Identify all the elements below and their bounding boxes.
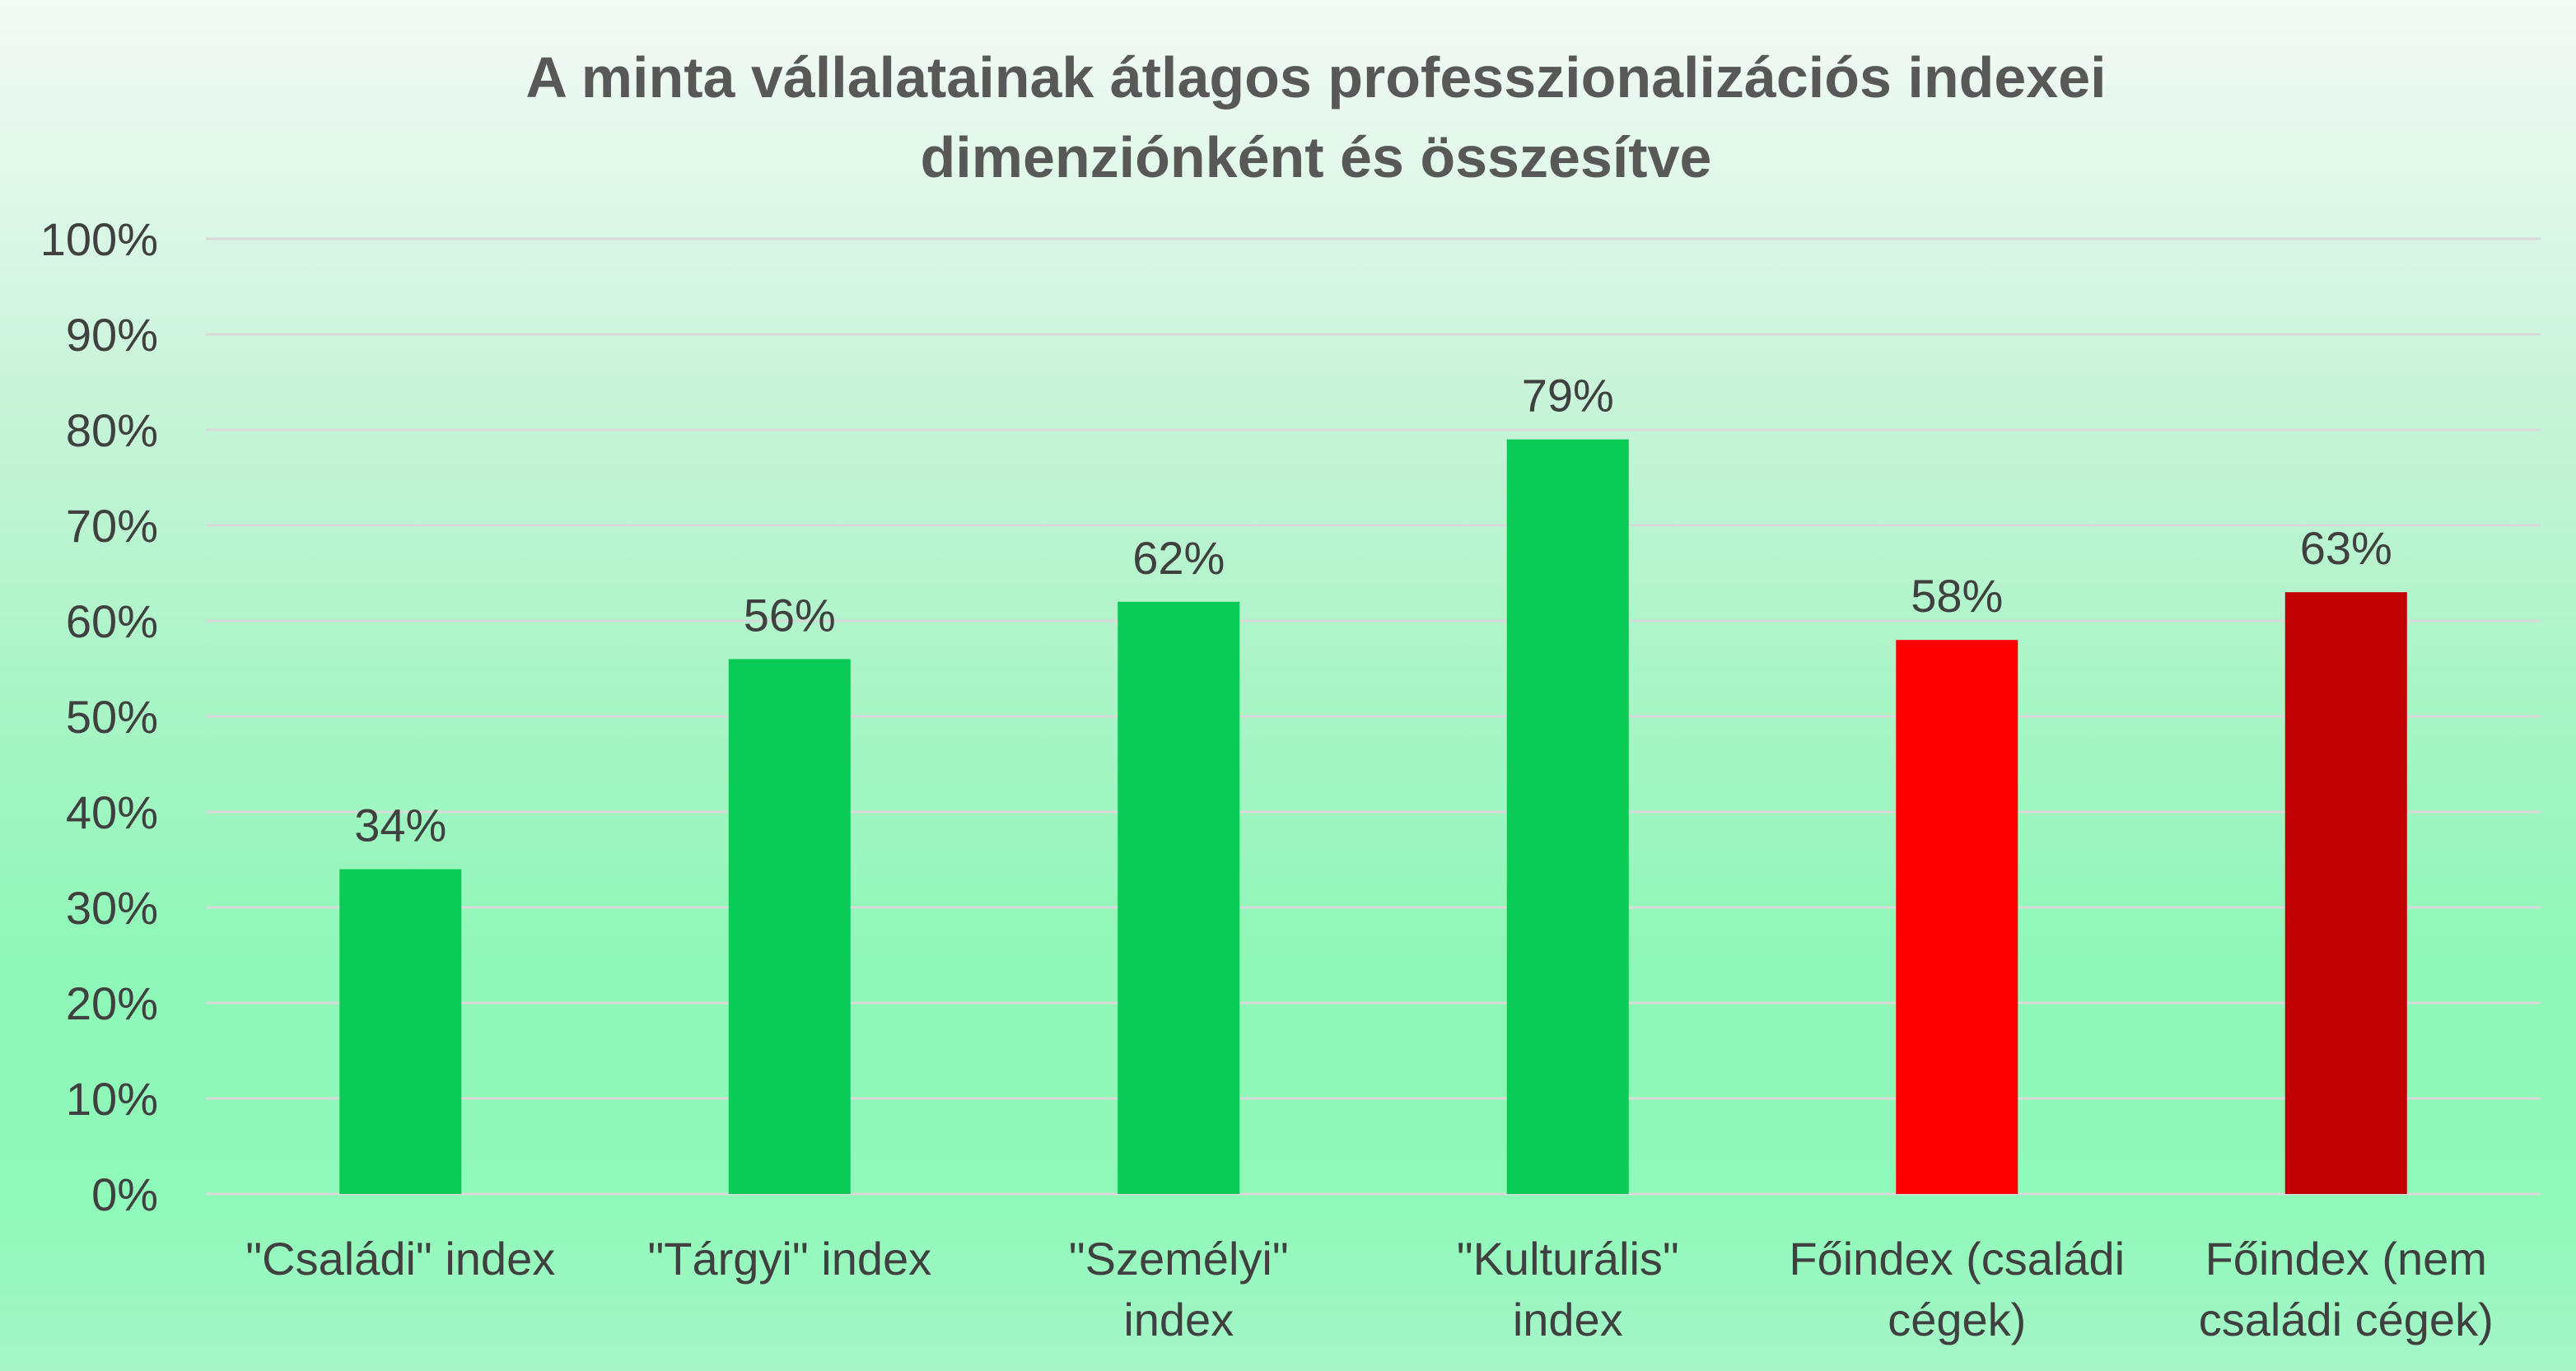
category-label: "Tárgyi" index <box>647 1233 931 1285</box>
bar <box>1118 601 1240 1194</box>
category-label: Főindex (nem <box>2205 1233 2487 1285</box>
bars <box>339 439 2407 1194</box>
chart-title: A minta vállalatainak átlagos professzio… <box>525 45 2106 189</box>
y-axis-tick-labels: 0% 10% 20% 30% 40% 50% 60% 70% 80% 90% 100% <box>40 213 158 1220</box>
y-tick-label: 40% <box>66 786 158 838</box>
bar <box>728 659 851 1194</box>
y-tick-label: 20% <box>66 977 158 1029</box>
y-tick-label: 10% <box>66 1073 158 1125</box>
category-label: index <box>1513 1294 1623 1345</box>
data-label: 58% <box>1911 570 2003 622</box>
category-label: "Családi" index <box>245 1233 555 1285</box>
bar <box>2284 592 2407 1194</box>
y-tick-label: 70% <box>66 500 158 552</box>
category-label: cégek) <box>1888 1294 2026 1345</box>
bar <box>1896 640 2018 1194</box>
data-label: 63% <box>2300 522 2392 574</box>
chart-title-line-2: dimenziónként és összesítve <box>921 125 1712 189</box>
y-tick-label: 50% <box>66 691 158 743</box>
y-tick-label: 60% <box>66 595 158 647</box>
y-tick-label: 30% <box>66 882 158 934</box>
gridlines <box>206 237 2541 1196</box>
y-tick-label: 90% <box>66 309 158 361</box>
x-axis-category-labels: "Családi" index "Tárgyi" index "Személyi" i… <box>245 1233 2493 1345</box>
category-label: családi cégek) <box>2199 1294 2494 1345</box>
category-label: index <box>1123 1294 1234 1345</box>
category-label: "Személyi" <box>1069 1233 1289 1285</box>
data-label: 62% <box>1132 532 1225 584</box>
bar <box>339 869 462 1194</box>
category-label: Főindex (családi <box>1789 1233 2125 1285</box>
data-label: 79% <box>1522 370 1614 422</box>
y-tick-label: 100% <box>40 213 158 265</box>
bar <box>1506 439 1629 1194</box>
data-label: 56% <box>744 589 836 641</box>
category-label: "Kulturális" <box>1457 1233 1679 1285</box>
y-tick-label: 0% <box>91 1168 158 1220</box>
data-label: 34% <box>354 800 446 851</box>
y-tick-label: 80% <box>66 404 158 456</box>
chart-title-line-1: A minta vállalatainak átlagos professzio… <box>525 45 2106 110</box>
data-labels: 34% 56% 62% 79% 58% 63% <box>354 370 2392 851</box>
